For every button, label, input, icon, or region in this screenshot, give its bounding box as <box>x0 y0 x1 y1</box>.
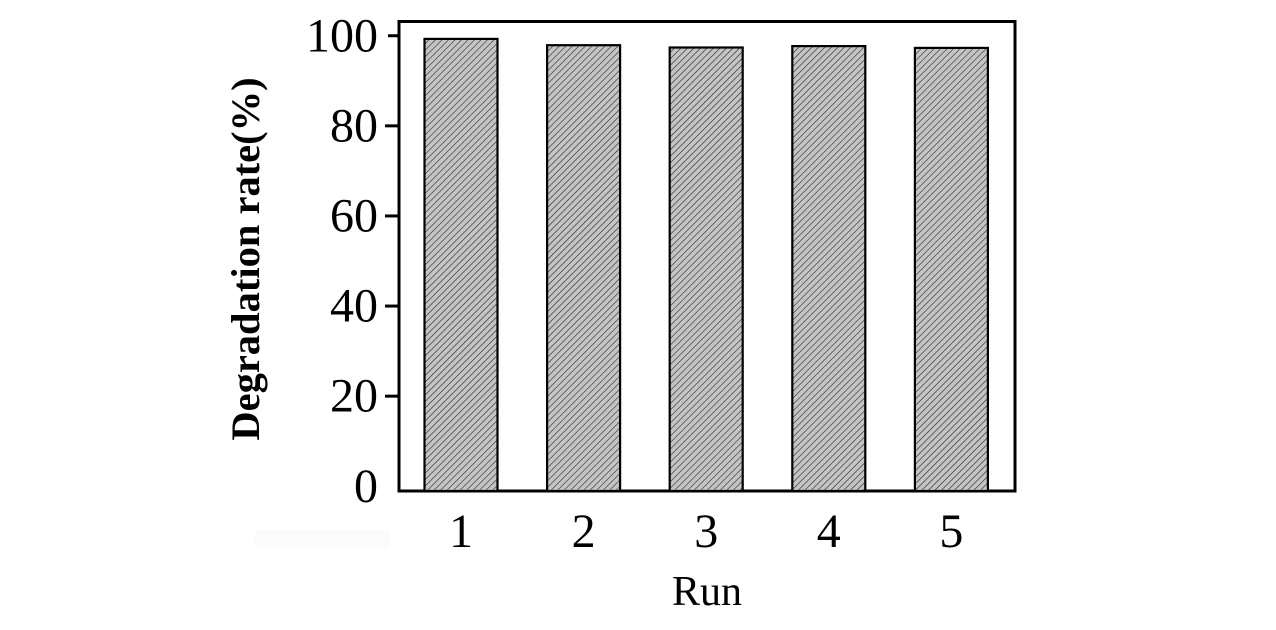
svg-text:100: 100 <box>306 9 378 62</box>
svg-text:Run: Run <box>672 569 742 615</box>
svg-text:60: 60 <box>330 189 378 242</box>
svg-text:2: 2 <box>572 505 596 558</box>
svg-text:0: 0 <box>354 460 378 513</box>
svg-text:3: 3 <box>694 505 718 558</box>
svg-text:4: 4 <box>817 505 841 558</box>
svg-text:80: 80 <box>330 99 378 152</box>
svg-text:Degradation rate(%): Degradation rate(%) <box>223 77 268 440</box>
svg-text:1: 1 <box>449 505 473 558</box>
svg-text:5: 5 <box>939 505 963 558</box>
svg-text:20: 20 <box>330 370 378 423</box>
svg-text:40: 40 <box>330 280 378 333</box>
